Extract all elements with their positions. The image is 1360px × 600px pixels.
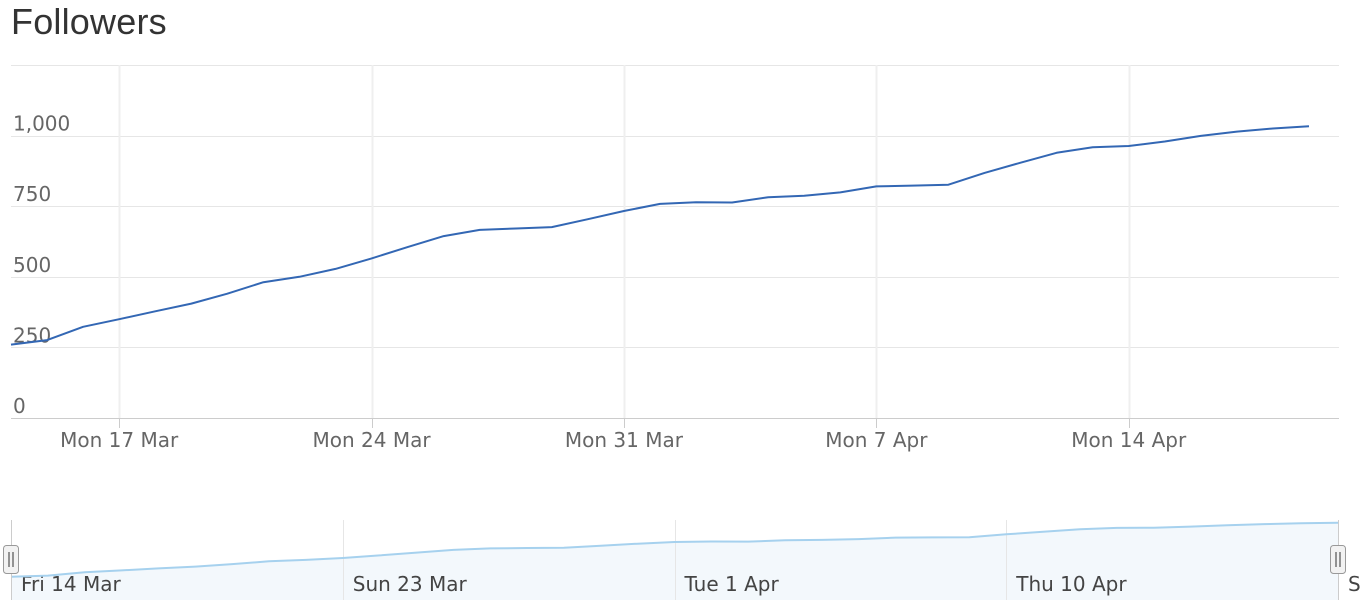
series-line [10,125,1310,346]
handle-grip [1330,545,1346,574]
navigator-tick-label: Thu 10 Apr [1015,572,1127,596]
y-tick-label: 750 [13,182,51,206]
x-tick-label: Mon 14 Apr [1071,428,1187,452]
navigator-tick-label: Tue 1 Apr [684,572,780,596]
gridlines [11,65,1339,418]
navigator-handle-left[interactable] [3,545,19,574]
x-tick-label: Mon 24 Mar [313,428,432,452]
x-tick-label: Mon 7 Apr [825,428,928,452]
y-tick-label: 0 [13,394,26,418]
navigator-handle-right[interactable] [1330,545,1346,574]
navigator-area [11,522,1338,600]
y-tick-label: 500 [13,253,51,277]
x-tick-label: Mon 17 Mar [60,428,179,452]
y-tick-label: 1,000 [13,112,70,136]
followers-line [10,125,1310,346]
x-tick-label: Mon 31 Mar [565,428,684,452]
handle-grip [3,545,19,574]
navigator-line [10,521,1339,578]
navigator-tick-label: Sun 23 Mar [353,572,468,596]
x-axis: Mon 17 Mar Mon 24 Mar Mon 31 Mar Mon 7 Apr M… [11,418,1339,452]
chart-title: Followers [11,1,167,42]
navigator-tick-label: Sat 19 Apr [1348,572,1360,596]
navigator: Fri 14 Mar Sun 23 Mar Tue 1 Apr Thu 10 Apr S… [3,520,1360,600]
